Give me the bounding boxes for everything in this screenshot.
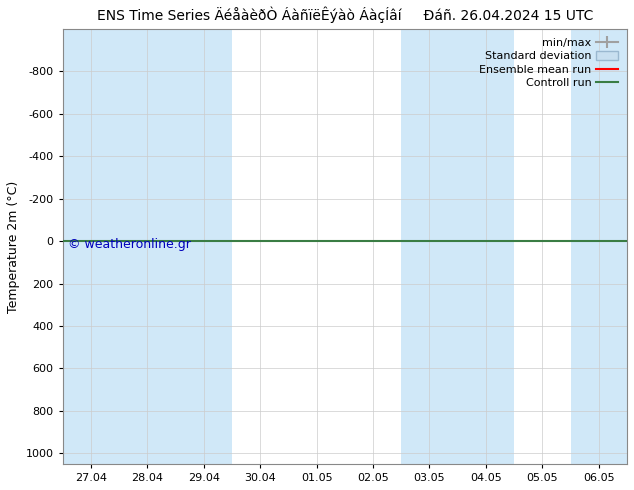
Bar [571,29,627,464]
Bar [458,29,514,464]
Bar [119,29,176,464]
Bar [401,29,458,464]
Bar [63,29,119,464]
Y-axis label: Temperature 2m (°C): Temperature 2m (°C) [7,180,20,313]
Legend: min/max, Standard deviation, Ensemble mean run, Controll run: min/max, Standard deviation, Ensemble me… [476,34,621,92]
Title: ENS Time Series ÄéåàèðÒ ÁàñïëÊýàò ÁàçÍâí     Ðáñ. 26.04.2024 15 UTC: ENS Time Series ÄéåàèðÒ ÁàñïëÊýàò ÁàçÍâí… [96,7,593,24]
Bar [176,29,232,464]
Text: © weatheronline.gr: © weatheronline.gr [68,238,191,251]
